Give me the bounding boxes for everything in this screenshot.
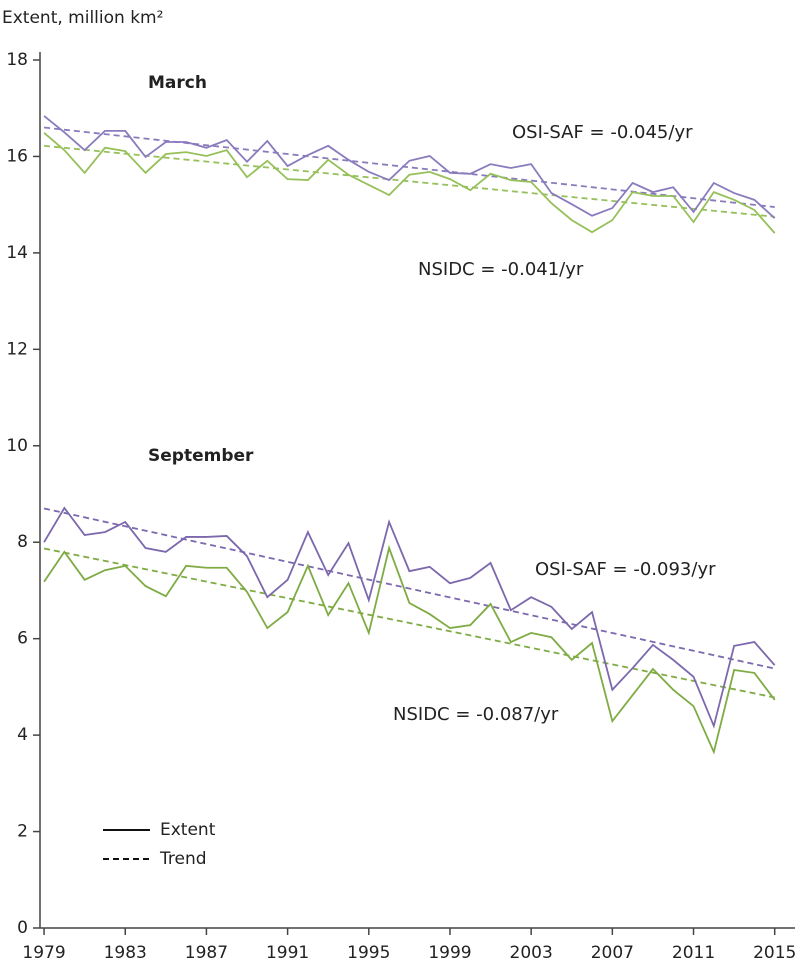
y-tick-label: 14	[6, 243, 28, 263]
x-tick-label: 1995	[347, 943, 390, 963]
line	[43, 132, 776, 234]
y-tick-label: 10	[6, 436, 28, 456]
x-tick-label: 1983	[104, 943, 147, 963]
annotation: September	[148, 446, 254, 466]
annotation: OSI-SAF = -0.093/yr	[535, 559, 716, 580]
legend-label: Extent	[160, 820, 216, 840]
y-tick-label: 18	[6, 50, 28, 70]
trend-line	[43, 126, 775, 208]
y-tick-label: 8	[17, 532, 28, 552]
legend-label: Trend	[159, 849, 207, 869]
y-tick-label: 4	[17, 725, 28, 745]
x-tick-label: 1991	[266, 943, 309, 963]
y-tick-label: 0	[17, 918, 28, 938]
x-tick-label: 2011	[672, 943, 715, 963]
y-axis-label: Extent, million km²	[2, 8, 163, 28]
y-tick-label: 2	[17, 822, 28, 842]
trend-line	[43, 507, 775, 670]
line	[43, 506, 776, 729]
annotation: NSIDC = -0.087/yr	[393, 704, 559, 725]
annotation: March	[148, 73, 207, 93]
line	[43, 544, 776, 755]
y-tick-label: 6	[17, 629, 28, 649]
annotation: OSI-SAF = -0.045/yr	[512, 122, 693, 143]
x-tick-label: 2015	[753, 943, 796, 963]
x-tick-label: 1999	[428, 943, 471, 963]
y-tick-label: 12	[6, 339, 28, 359]
line	[43, 115, 776, 219]
y-tick-label: 16	[6, 146, 28, 166]
x-tick-label: 1979	[22, 943, 65, 963]
trend-line	[43, 144, 775, 218]
annotation: NSIDC = -0.041/yr	[418, 259, 584, 280]
x-tick-label: 1987	[185, 943, 228, 963]
trend-line	[43, 547, 775, 699]
x-tick-label: 2003	[510, 943, 553, 963]
x-tick-label: 2007	[591, 943, 634, 963]
